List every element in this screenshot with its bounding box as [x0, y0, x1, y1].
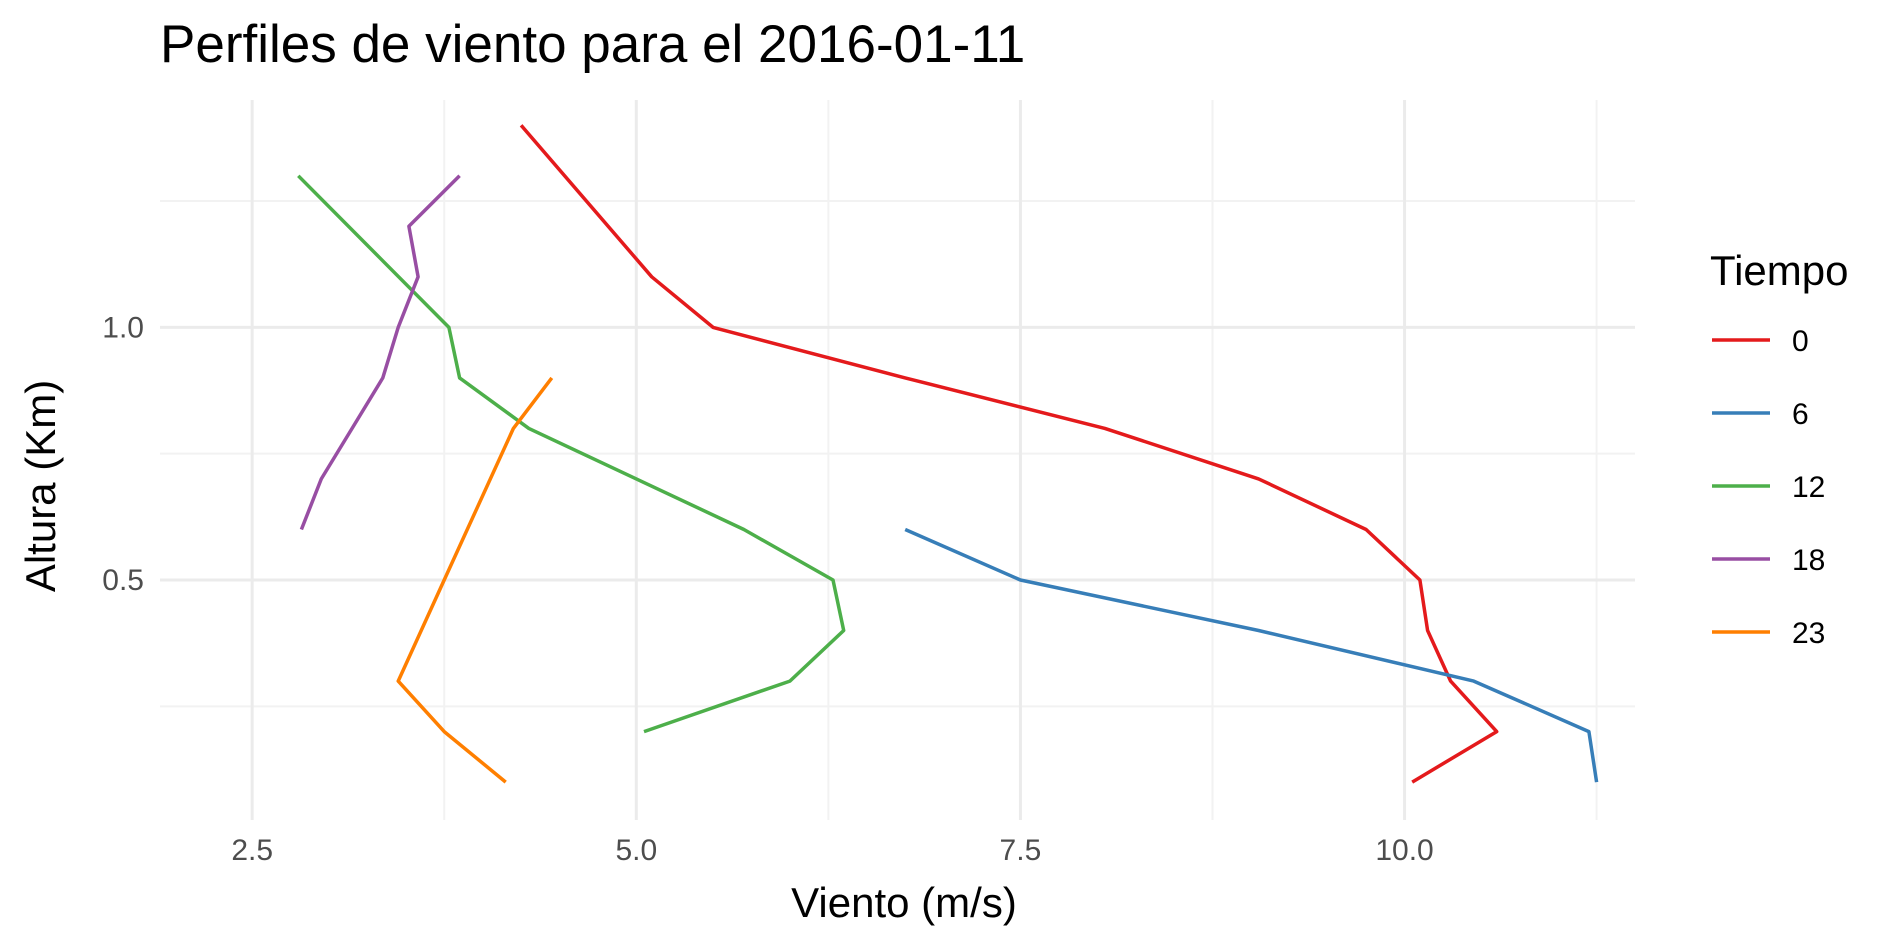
series-line-0	[519, 124, 1499, 784]
series-line-23	[396, 376, 554, 784]
y-tick-label: 0.5	[102, 564, 144, 597]
series-lines	[297, 124, 1599, 784]
legend-items: 0 6 12 18 23	[1712, 325, 1825, 650]
x-tick-label: 7.5	[1000, 834, 1042, 867]
grid-lines	[160, 100, 1635, 820]
x-axis-title: Viento (m/s)	[791, 879, 1017, 926]
x-tick-label: 10.0	[1375, 834, 1433, 867]
y-tick-label: 1.0	[102, 311, 144, 344]
series-line-12	[297, 174, 846, 734]
x-tick-label: 5.0	[615, 834, 657, 867]
legend-label-6: 6	[1792, 398, 1809, 431]
x-tick-label: 2.5	[231, 834, 273, 867]
legend-label-23: 23	[1792, 617, 1825, 650]
legend-label-12: 12	[1792, 471, 1825, 504]
y-axis-ticks: 0.5 1.0	[102, 311, 144, 597]
legend-title: Tiempo	[1710, 247, 1849, 294]
legend-label-18: 18	[1792, 544, 1825, 577]
x-axis-ticks: 2.5 5.0 7.5 10.0	[231, 834, 1433, 867]
chart-title: Perfiles de viento para el 2016-01-11	[160, 15, 1025, 74]
series-line-6	[904, 527, 1599, 783]
series-line-18	[299, 174, 461, 531]
legend-label-0: 0	[1792, 325, 1809, 358]
legend: Tiempo 0 6 12 18 23	[1710, 247, 1849, 650]
y-axis-title: Altura (Km)	[17, 380, 64, 592]
